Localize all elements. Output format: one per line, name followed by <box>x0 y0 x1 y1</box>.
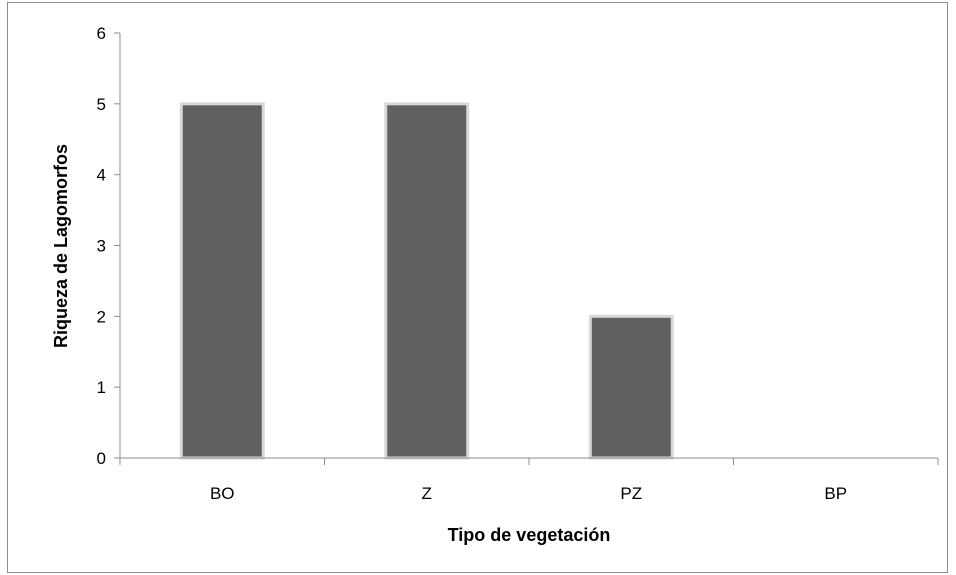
y-tick-label: 4 <box>97 166 106 185</box>
x-tick-label-pz: PZ <box>620 484 642 503</box>
x-tick-label-bo: BO <box>210 484 235 503</box>
labels-layer: 0 1 2 3 4 5 6 BO Z PZ BP <box>97 24 848 503</box>
y-axis-title: Riqueza de Lagomorfos <box>51 144 71 348</box>
bars-layer <box>179 102 674 460</box>
y-tick-label: 0 <box>97 449 106 468</box>
bar-z <box>384 102 470 460</box>
bar-pz <box>588 314 674 460</box>
x-tick-label-z: Z <box>422 484 432 503</box>
y-tick-label: 1 <box>97 378 106 397</box>
y-tick-label: 5 <box>97 95 106 114</box>
y-tick-label: 3 <box>97 237 106 256</box>
axes-layer <box>114 32 939 465</box>
y-tick-label: 2 <box>97 307 106 326</box>
bar-bo <box>179 102 265 460</box>
x-axis-title: Tipo de vegetación <box>448 525 611 545</box>
x-tick-label-bp: BP <box>824 484 847 503</box>
chart-frame <box>7 2 948 573</box>
y-tick-label: 6 <box>97 24 106 43</box>
